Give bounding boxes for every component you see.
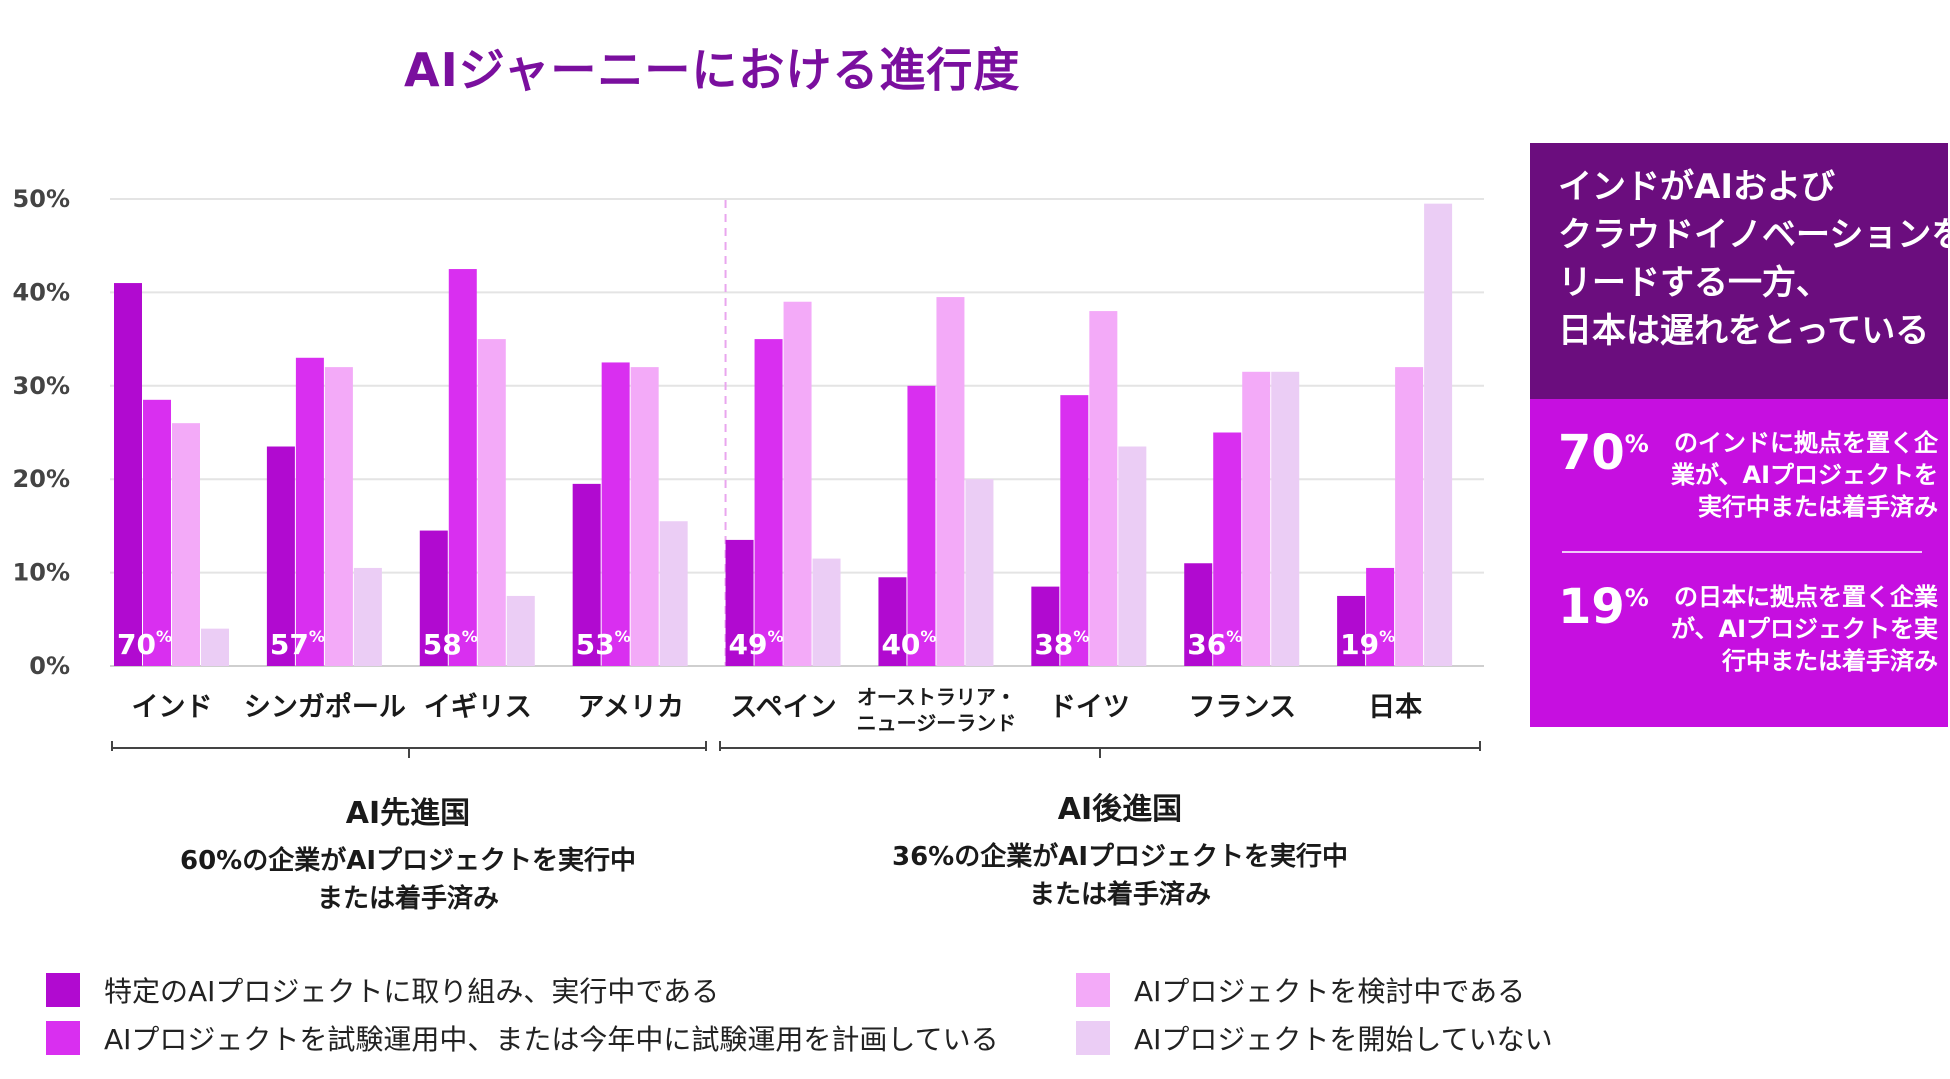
bar-6-1 (1060, 395, 1089, 666)
bar-label-4: 49% (729, 627, 784, 661)
y-tick-label-0: 0% (29, 652, 70, 680)
group-lagging-title: AI後進国 (1057, 792, 1183, 827)
y-tick-label-2: 20% (13, 465, 70, 493)
bar-2-3 (506, 595, 535, 666)
bar-1-1 (295, 357, 324, 666)
bar-5-2 (936, 297, 965, 666)
headline-line-4: 日本は遅れをとっている (1558, 311, 1930, 351)
bar-label-3: 53% (576, 627, 631, 661)
bar-4-0 (725, 539, 754, 666)
stat-india-text: のインドに拠点を置く企業が、AIプロジェクトを実行中または着手済み (1670, 429, 1938, 521)
bar-3-3 (659, 521, 688, 666)
legend-item-considering: AIプロジェクトを検討中である (1076, 972, 1525, 1008)
bar-8-2 (1395, 367, 1424, 666)
legend-label-piloting: AIプロジェクトを試験運用中、または今年中に試験運用を計画している (104, 1023, 999, 1056)
x-tick-label-4: スペイン (730, 692, 836, 723)
x-tick-label-0: インド (132, 692, 213, 723)
legend-label-executing: 特定のAIプロジェクトに取り組み、実行中である (104, 975, 720, 1008)
x-tick-label-5: オーストラリア・ニュージーランド (857, 685, 1017, 735)
bar-1-2 (324, 367, 353, 666)
bar-6-2 (1089, 311, 1118, 666)
stat-india-value: 70% (1558, 425, 1649, 481)
bar-8-3 (1424, 203, 1453, 667)
bar-2-0 (419, 530, 448, 666)
bar-7-0 (1184, 563, 1213, 666)
bar-8-1 (1366, 567, 1395, 666)
stat-japan-text: の日本に拠点を置く企業が、AIプロジェクトを実行中または着手済み (1670, 583, 1938, 675)
stat-india: 70% のインドに拠点を置く企業が、AIプロジェクトを実行中または着手済み (1558, 425, 1938, 545)
group-advanced-title: AI先進国 (345, 796, 471, 831)
group-lagging-line1: 36%の企業がAIプロジェクトを実行中 (891, 842, 1349, 872)
bar-6-0 (1031, 586, 1060, 666)
legend-swatch-considering (1076, 973, 1110, 1007)
stat-japan: 19% の日本に拠点を置く企業が、AIプロジェクトを実行中または着手済み (1558, 579, 1938, 699)
x-tick-label-8: 日本 (1368, 692, 1422, 723)
headline-line-3: リードする一方、 (1558, 263, 1830, 303)
panel-stats: 70% のインドに拠点を置く企業が、AIプロジェクトを実行中または着手済み 19… (1530, 399, 1948, 727)
legend-label-considering: AIプロジェクトを検討中である (1134, 975, 1526, 1008)
stat-japan-value: 19% (1558, 579, 1649, 635)
bar-5-0 (878, 577, 907, 666)
bar-6-3 (1118, 446, 1147, 666)
bar-8-0 (1337, 595, 1366, 666)
legend-item-executing: 特定のAIプロジェクトに取り組み、実行中である (46, 972, 719, 1008)
bar-3-0 (572, 483, 601, 666)
bar-label-8: 19% (1340, 627, 1395, 661)
bar-label-0: 70% (117, 627, 172, 661)
bar-label-1: 57% (270, 627, 325, 661)
group-lagging-line2: または着手済み (1028, 880, 1211, 910)
bar-2-1 (448, 269, 477, 666)
bar-0-1 (143, 399, 171, 666)
group-advanced: AI先進国 60%の企業がAIプロジェクトを実行中 または着手済み (108, 788, 708, 918)
y-tick-label-5: 50% (13, 185, 70, 213)
y-tick-label-1: 10% (13, 559, 70, 587)
panel-divider (1562, 551, 1922, 553)
legend-item-piloting: AIプロジェクトを試験運用中、または今年中に試験運用を計画している (46, 1020, 999, 1056)
bar-label-7: 36% (1187, 627, 1242, 661)
x-tick-label-1: シンガポール (244, 692, 406, 723)
headline-line-2: クラウドイノベーションを (1558, 215, 1950, 255)
bar-7-2 (1242, 371, 1271, 666)
group-advanced-line1: 60%の企業がAIプロジェクトを実行中 (179, 846, 637, 876)
y-tick-label-3: 30% (13, 372, 70, 400)
bar-chart: 0% 10% 20% 30% 40% 50% 70% インド 57% シンガポール 58% イギリス 5… (13, 185, 1484, 758)
bar-label-5: 40% (881, 627, 936, 661)
x-tick-label-7: フランス (1188, 692, 1295, 723)
group-lagging: AI後進国 36%の企業がAIプロジェクトを実行中 または着手済み (810, 784, 1430, 914)
bar-3-2 (630, 367, 659, 666)
bar-0-3 (201, 628, 229, 666)
bar-4-3 (812, 558, 841, 666)
bar-1-3 (353, 567, 382, 666)
bar-1-0 (266, 446, 295, 666)
bar-4-2 (783, 301, 812, 666)
bar-3-1 (601, 362, 630, 666)
x-tick-label-3: アメリカ (577, 692, 684, 723)
x-tick-label-2: イギリス (424, 692, 532, 723)
legend-swatch-piloting (46, 1021, 80, 1055)
chart-title: AIジャーニーにおける進行度 (404, 43, 1021, 97)
bar-5-3 (965, 479, 994, 666)
bar-4-1 (754, 339, 783, 666)
bar-label-6: 38% (1034, 627, 1089, 661)
bar-7-3 (1271, 371, 1300, 666)
bar-7-1 (1213, 432, 1242, 666)
y-tick-label-4: 40% (13, 278, 70, 306)
x-tick-label-6: ドイツ (1049, 692, 1130, 723)
legend-swatch-executing (46, 973, 80, 1007)
bar-0-0 (114, 283, 142, 666)
legend-swatch-not-started (1076, 1021, 1110, 1055)
legend-label-not-started: AIプロジェクトを開始していない (1134, 1023, 1553, 1056)
legend-item-not-started: AIプロジェクトを開始していない (1076, 1020, 1553, 1056)
panel-headline: インドがAIおよび クラウドイノベーションを リードする一方、 日本は遅れをとっ… (1530, 143, 1950, 399)
headline-line-1: インドがAIおよび (1558, 167, 1835, 207)
bar-label-2: 58% (423, 627, 478, 661)
group-advanced-line2: または着手済み (316, 884, 499, 914)
bar-0-2 (172, 423, 200, 666)
bar-5-1 (907, 385, 936, 666)
bar-2-2 (477, 339, 506, 666)
